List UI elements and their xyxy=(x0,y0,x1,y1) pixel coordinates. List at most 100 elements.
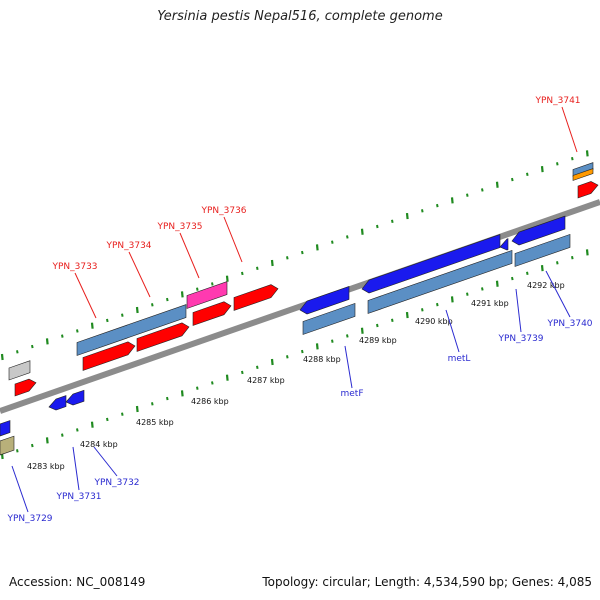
tick-mark-outer xyxy=(421,209,424,213)
tick-mark-outer xyxy=(556,162,559,166)
tick-mark-inner xyxy=(421,308,424,312)
cds-ypn3736[interactable] xyxy=(233,284,279,311)
tick-mark-inner xyxy=(481,287,484,291)
scale-label: 4291 kbp xyxy=(471,299,509,308)
tick-mark-inner xyxy=(466,292,469,296)
tick-mark-outer xyxy=(405,212,409,220)
tick-mark-outer xyxy=(511,177,514,182)
tick-mark-inner xyxy=(556,261,559,265)
gene-pseudo-left[interactable] xyxy=(8,360,31,381)
gene-ypn3740[interactable] xyxy=(514,233,571,267)
tick-mark-inner xyxy=(76,428,79,432)
tick-mark-outer xyxy=(376,224,379,229)
tick-mark-inner xyxy=(450,296,454,303)
tick-mark-outer xyxy=(16,350,19,354)
trna-ypn3741[interactable] xyxy=(572,168,594,181)
tick-mark-outer xyxy=(360,228,364,235)
tick-mark-inner xyxy=(495,280,499,287)
tick-mark-outer xyxy=(61,334,64,338)
label-ypn3734-leader xyxy=(128,251,151,298)
label-ypn3736[interactable]: YPN_3736 xyxy=(200,206,246,216)
tick-mark-inner xyxy=(346,334,349,338)
tick-mark-outer xyxy=(135,306,139,314)
tick-mark-outer xyxy=(0,353,4,361)
label-ypn3735[interactable]: YPN_3735 xyxy=(156,222,202,232)
tick-mark-outer xyxy=(270,259,274,267)
tick-mark-inner xyxy=(571,255,574,260)
tick-mark-outer xyxy=(121,313,124,317)
tick-mark-inner xyxy=(90,421,94,428)
tick-mark-outer xyxy=(180,291,184,298)
label-ypn3739[interactable]: YPN_3739 xyxy=(497,334,543,344)
tick-mark-outer xyxy=(106,318,109,323)
cds-left[interactable] xyxy=(14,378,37,397)
tick-mark-outer xyxy=(45,338,49,345)
tick-mark-inner xyxy=(135,405,139,413)
cds-ypn3735[interactable] xyxy=(192,301,232,326)
tick-mark-outer xyxy=(151,303,154,307)
label-ypn3741[interactable]: YPN_3741 xyxy=(534,96,580,106)
tick-mark-inner xyxy=(61,433,64,437)
label-metf-leader xyxy=(344,345,353,389)
label-ypn3735-leader xyxy=(179,232,200,279)
scale-label: 4292 kbp xyxy=(527,281,565,290)
tick-mark-outer xyxy=(241,271,244,276)
tick-mark-outer xyxy=(526,172,529,176)
cds-ypn3733[interactable] xyxy=(82,341,136,371)
tick-mark-inner xyxy=(376,323,379,328)
tick-mark-inner xyxy=(511,276,514,281)
tick-mark-outer xyxy=(495,181,499,188)
tick-mark-inner xyxy=(196,386,199,390)
label-ypn3734[interactable]: YPN_3734 xyxy=(105,241,151,251)
tick-mark-outer xyxy=(346,235,349,239)
gene-ypn3735[interactable] xyxy=(186,281,228,309)
tick-mark-inner xyxy=(331,339,334,343)
tick-mark-outer xyxy=(571,156,574,161)
cds-ypn3731[interactable] xyxy=(48,395,67,411)
label-metf[interactable]: metF xyxy=(340,389,363,399)
tick-mark-inner xyxy=(405,311,409,319)
tick-mark-inner xyxy=(585,249,589,256)
scale-label: 4288 kbp xyxy=(303,355,341,364)
label-ypn3740[interactable]: YPN_3740 xyxy=(546,319,592,329)
tick-mark-inner xyxy=(315,343,319,350)
tick-mark-outer xyxy=(76,329,79,333)
cds-ypn3734[interactable] xyxy=(136,322,190,352)
label-metl[interactable]: metL xyxy=(448,354,471,364)
tick-mark-outer xyxy=(450,197,454,204)
cds-ypn3739[interactable] xyxy=(499,238,509,251)
label-ypn3739-leader xyxy=(515,288,522,333)
tick-mark-outer xyxy=(585,150,589,157)
tick-mark-inner xyxy=(225,374,229,381)
scale-label: 4283 kbp xyxy=(27,462,65,471)
label-ypn3731-leader xyxy=(72,446,80,491)
label-ypn3729-leader xyxy=(11,465,29,513)
label-ypn3732[interactable]: YPN_3732 xyxy=(93,478,139,488)
tick-mark-inner xyxy=(151,402,154,406)
label-ypn3741-leader xyxy=(561,106,578,153)
scale-labels: 4283 kbp 4284 kbp 4285 kbp 4286 kbp 4287 kbp… xyxy=(27,281,565,471)
label-ypn3733[interactable]: YPN_3733 xyxy=(51,262,97,272)
label-ypn3731[interactable]: YPN_3731 xyxy=(55,492,101,502)
tick-mark-inner xyxy=(16,449,19,453)
cds-ypn3732[interactable] xyxy=(65,389,85,406)
gene-metl[interactable] xyxy=(367,249,513,314)
label-ypn3740-leader xyxy=(545,270,571,318)
label-ypn3729[interactable]: YPN_3729 xyxy=(6,514,52,524)
tick-mark-inner xyxy=(256,365,259,369)
scale-label: 4284 kbp xyxy=(80,440,118,449)
cds-ypn3741[interactable] xyxy=(577,181,599,199)
cds-metf[interactable] xyxy=(299,286,350,315)
scale-label: 4289 kbp xyxy=(359,336,397,345)
cds-ypn3740[interactable] xyxy=(511,215,566,246)
gene-ypn3733[interactable] xyxy=(76,304,187,356)
gene-ypn3729[interactable] xyxy=(0,435,15,456)
tick-mark-outer xyxy=(196,287,199,291)
tick-mark-outer xyxy=(256,266,259,270)
gene-metf[interactable] xyxy=(302,302,356,335)
tick-mark-inner xyxy=(45,437,49,444)
tick-mark-outer xyxy=(391,219,394,223)
tick-mark-inner xyxy=(211,381,214,385)
cds-metl[interactable] xyxy=(361,234,501,294)
cds-ypn3729[interactable] xyxy=(0,420,11,437)
